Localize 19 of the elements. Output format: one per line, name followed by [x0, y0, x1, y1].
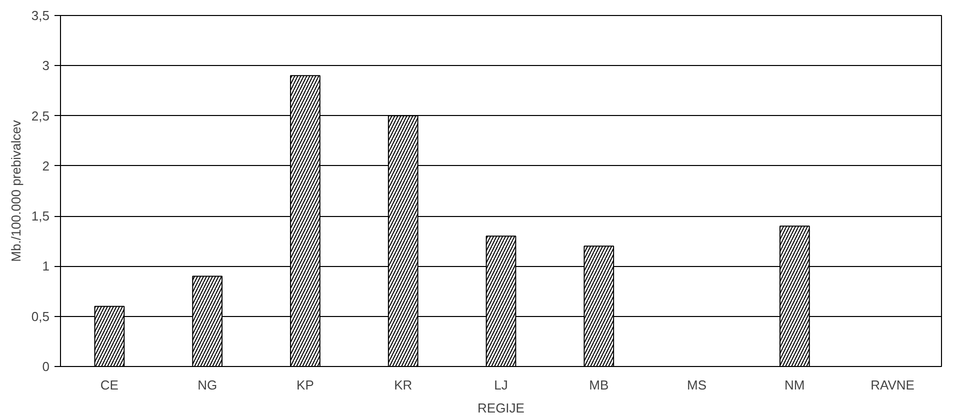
y-tick-label: 2,5	[31, 108, 50, 124]
y-tick-label: 2	[42, 158, 50, 174]
y-tick-label: 1,5	[31, 208, 50, 224]
y-tick-label: 1	[42, 258, 50, 274]
x-tick-label: NM	[784, 378, 805, 392]
x-tick-label: NG	[198, 378, 218, 392]
x-tick-label: MS	[687, 378, 707, 392]
x-tick-label: CE	[100, 378, 119, 392]
x-tick-label: RAVNE	[870, 378, 915, 392]
x-tick-label: KP	[296, 378, 314, 392]
y-tick-label: 3	[42, 58, 50, 74]
x-tick-label: MB	[589, 378, 609, 392]
y-axis-title: Mb./100.000 prebivalcev	[8, 120, 24, 262]
y-tick-label: 0	[42, 359, 50, 374]
x-axis-title: REGIJE	[478, 400, 525, 416]
x-tick-label: LJ	[494, 378, 508, 392]
y-tick-label: 0,5	[31, 308, 50, 324]
x-tick-label: KR	[394, 378, 412, 392]
y-tick-label: 3,5	[31, 8, 50, 23]
